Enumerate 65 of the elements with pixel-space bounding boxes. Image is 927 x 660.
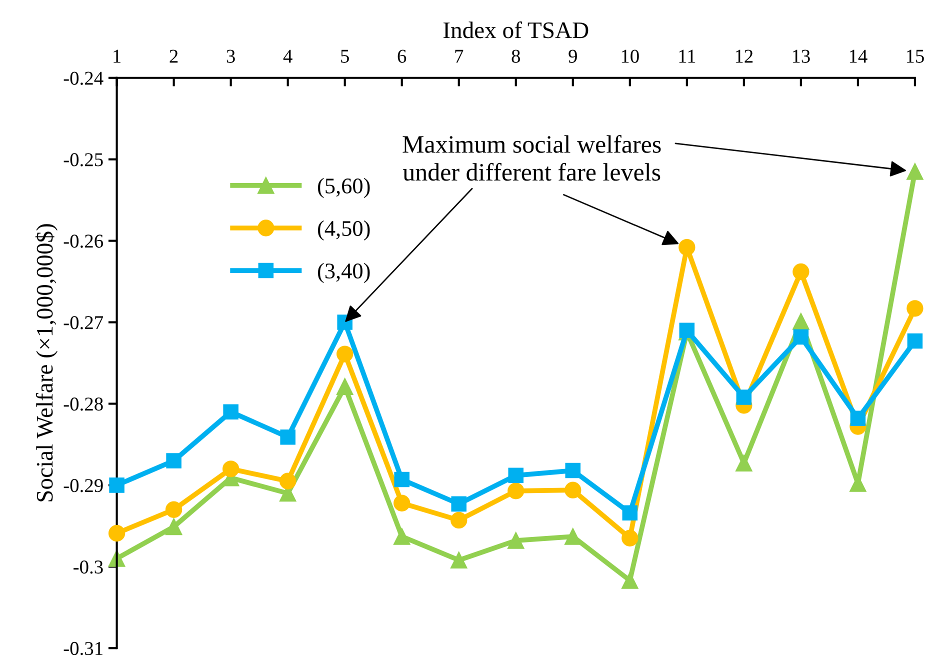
point [678,238,696,256]
x-tick-label: 2 [170,50,178,63]
point [165,518,182,536]
y-tick-label: -0.29 [64,479,103,492]
point [508,532,524,549]
x-tick-label: 12 [736,50,753,63]
y-axis-title: Social Welfare (×1,000,000$) [35,224,58,502]
x-tick-label: 9 [568,50,577,63]
point [508,482,524,500]
point [736,454,752,472]
y-tick-label: -0.27 [64,316,104,330]
legend-label: (4,50) [318,220,370,241]
point [165,501,182,518]
point [280,429,296,445]
x-tick-label: 14 [850,50,868,63]
legend-label: (3,40) [318,262,370,284]
y-tick-label: -0.28 [64,398,103,411]
y-tick-label: -0.31 [64,642,102,656]
x-tick-label: 8 [512,50,520,63]
point [906,163,924,180]
point [736,390,752,405]
point [792,313,810,330]
point [222,460,240,478]
point [166,453,182,468]
y-tick-label: -0.24 [64,72,104,85]
point [907,333,923,349]
point [564,528,582,545]
point [508,468,524,484]
point [394,494,410,512]
point [336,378,354,395]
x-tick-label: 13 [792,50,810,63]
point [850,410,866,426]
point [336,346,354,362]
x-tick-label: 5 [341,50,349,63]
point [906,300,924,317]
x-tick-label: 1 [114,50,120,63]
point [451,496,467,512]
y-tick-label: -0.3 [74,560,103,574]
x-axis-title: Index of TSAD [443,21,588,38]
point [622,572,638,589]
point [622,505,638,521]
point [622,530,638,546]
point [223,404,238,420]
point [792,263,810,280]
point [565,462,581,478]
x-tick-label: 15 [906,50,924,63]
y-tick-label: -0.26 [64,234,104,248]
point [280,472,296,490]
point [450,552,468,568]
point [394,528,410,545]
y-tick-label: -0.25 [64,153,103,166]
x-tick-label: 7 [455,50,464,63]
x-tick-label: 6 [398,50,406,63]
legend-label: (5,60) [318,178,370,198]
x-tick-label: 11 [679,50,696,63]
point [394,472,410,488]
annotation: Maximum social welfares under different fare levels [402,135,661,181]
point [109,478,124,493]
x-tick-label: 4 [283,50,292,63]
x-tick-label: 3 [226,50,235,63]
x-tick-label: 10 [622,50,639,63]
point [564,482,582,498]
point [793,329,809,345]
point [450,512,468,529]
point [108,524,126,542]
